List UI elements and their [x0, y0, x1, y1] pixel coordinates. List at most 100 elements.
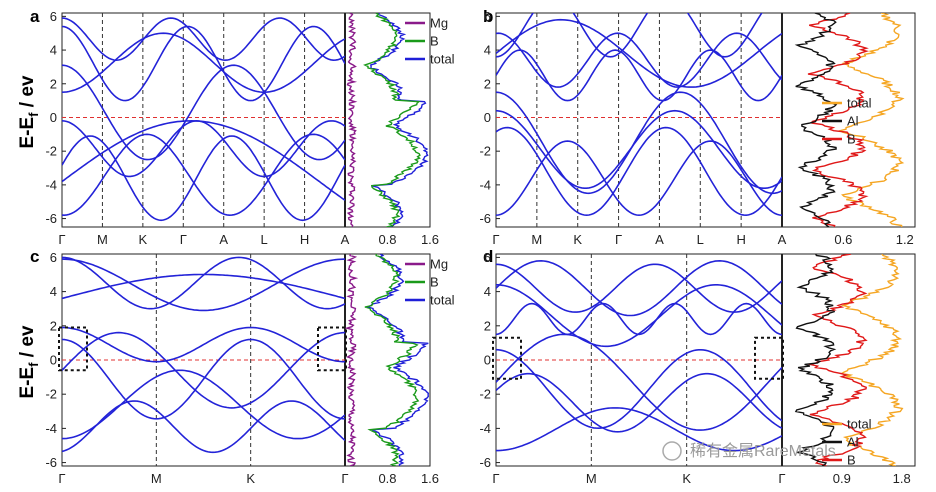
k-point-label: L	[261, 232, 268, 247]
y-tick-label: 0	[484, 110, 491, 125]
k-point-label: A	[778, 232, 787, 247]
y-tick-label: 2	[50, 318, 57, 333]
dos-line-total	[366, 254, 430, 466]
bands-group	[496, 13, 782, 217]
panel-label: d	[483, 247, 493, 266]
panel-frame	[495, 12, 916, 228]
panel-label: c	[30, 247, 39, 266]
band-line	[496, 333, 782, 431]
legend-entry: total	[430, 293, 455, 308]
band-line	[62, 119, 345, 201]
dos-line-total	[369, 13, 429, 227]
band-line	[496, 18, 782, 88]
legend-entry: Al	[847, 114, 859, 129]
band-line	[496, 126, 782, 217]
y-tick-label: -6	[45, 211, 57, 226]
y-tick-label: -6	[45, 455, 57, 470]
y-axis-title-top: E-Ef / ev	[17, 75, 41, 148]
dos-line-al	[794, 13, 838, 227]
svg-text:E-Ef / ev: E-Ef / ev	[17, 75, 41, 148]
k-point-label: M	[97, 232, 108, 247]
dos-line-mg	[346, 13, 358, 227]
k-point-label: Γ	[778, 471, 785, 486]
band-line	[62, 64, 345, 161]
y-tick-label: -4	[479, 177, 491, 192]
legend-entry: B	[847, 453, 856, 468]
bands-group	[62, 256, 345, 454]
dos-x-tick-label: 1.6	[421, 232, 439, 247]
band-line	[62, 338, 345, 420]
band-line	[496, 302, 782, 336]
bands-group	[496, 259, 782, 452]
y-tick-label: -2	[45, 387, 57, 402]
k-point-label: L	[697, 232, 704, 247]
legend-entry: B	[847, 132, 856, 147]
ylabel-sub: f	[26, 112, 41, 117]
ylabel-main: E-E	[17, 117, 38, 149]
y-tick-label: -6	[479, 455, 491, 470]
dos-line-total	[839, 254, 904, 466]
band-line	[496, 109, 782, 189]
ylabel-sub: f	[26, 362, 41, 367]
band-line	[62, 369, 345, 440]
y-tick-label: 6	[50, 250, 57, 265]
legend-entry: total	[847, 417, 872, 432]
ylabel-tail: / ev	[17, 75, 38, 112]
k-point-label: M	[531, 232, 542, 247]
band-line	[62, 258, 345, 312]
dos-group	[346, 13, 429, 227]
band-line	[62, 133, 345, 217]
k-point-label: H	[300, 232, 309, 247]
k-point-label: Γ	[58, 232, 65, 247]
band-line	[62, 119, 345, 178]
k-point-label: M	[586, 471, 597, 486]
y-tick-label: 4	[484, 284, 491, 299]
legend-entry: Mg	[430, 16, 448, 31]
band-line	[62, 273, 345, 300]
y-tick-label: 2	[484, 76, 491, 91]
svg-text:E-Ef / ev: E-Ef / ev	[17, 325, 41, 398]
k-point-label: A	[655, 232, 664, 247]
panel-label: b	[483, 7, 493, 26]
highlight-box	[58, 326, 88, 372]
k-point-label: Γ	[492, 471, 499, 486]
dos-group	[794, 254, 904, 466]
dos-x-tick-label: 0.8	[378, 471, 396, 486]
band-line	[496, 13, 763, 58]
y-axis-title-bottom: E-Ef / ev	[17, 325, 41, 398]
y-tick-label: -4	[479, 421, 491, 436]
band-line	[496, 372, 782, 433]
highlight-box	[317, 326, 347, 372]
band-line	[62, 256, 345, 310]
band-line	[62, 326, 345, 363]
y-tick-label: 0	[484, 353, 491, 368]
k-point-label: Γ	[180, 232, 187, 247]
band-line	[62, 135, 345, 222]
dos-line-mg	[345, 254, 359, 466]
band-line	[62, 17, 345, 62]
dos-line-total	[838, 13, 905, 227]
legend-entry: B	[430, 275, 439, 290]
y-tick-label: -2	[479, 144, 491, 159]
k-point-label: M	[151, 471, 162, 486]
ylabel-tail: / ev	[17, 325, 38, 362]
k-point-label: A	[341, 232, 350, 247]
dos-x-tick-label: 1.2	[896, 232, 914, 247]
legend-entry: total	[430, 52, 455, 67]
y-tick-label: 6	[484, 9, 491, 24]
dos-group	[794, 13, 905, 227]
dos-x-tick-label: 1.6	[421, 471, 439, 486]
dos-x-tick-label: 0.6	[834, 232, 852, 247]
k-point-label: A	[219, 232, 228, 247]
k-point-label: Γ	[492, 232, 499, 247]
y-tick-label: 0	[50, 353, 57, 368]
legend-entry: Mg	[430, 257, 448, 272]
k-point-label: Γ	[58, 471, 65, 486]
dos-group	[345, 254, 430, 466]
y-tick-label: -4	[45, 177, 57, 192]
